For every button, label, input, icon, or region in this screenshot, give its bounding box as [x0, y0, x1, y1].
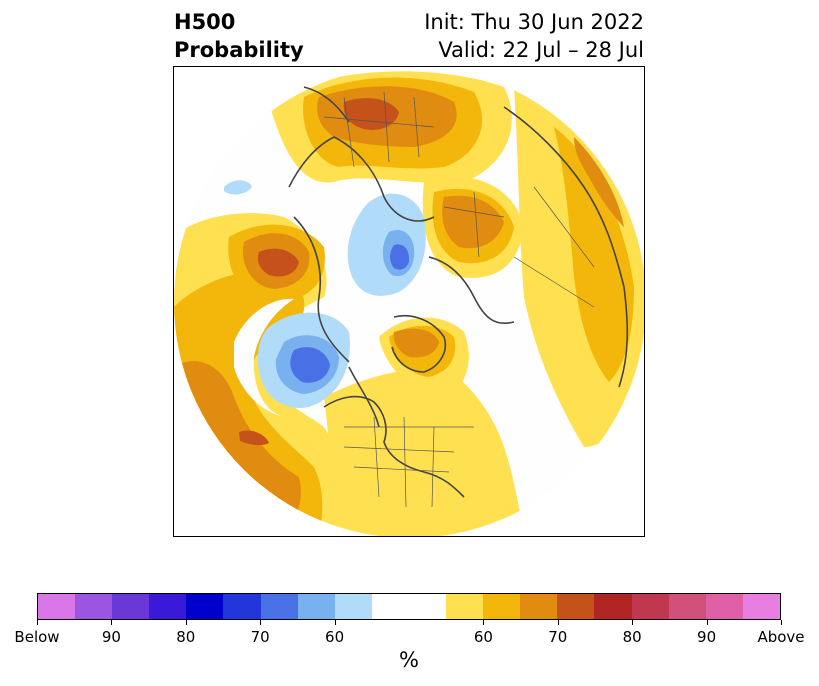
colorbar-segment	[371, 594, 409, 619]
colorbar-units: %	[399, 648, 419, 672]
colorbar-tick-mark	[37, 620, 38, 625]
colorbar-tick-mark	[781, 620, 782, 625]
colorbar	[37, 593, 781, 620]
title-product: Probability	[174, 38, 304, 62]
colorbar-tick-mark	[111, 620, 113, 625]
colorbar-segment	[334, 594, 372, 619]
near-normal-ring	[234, 298, 294, 417]
colorbar-segment	[631, 594, 669, 619]
colorbar-tick-label: 80	[176, 628, 196, 646]
colorbar-segment	[408, 594, 447, 619]
colorbar-segment	[742, 594, 780, 619]
colorbar-segment	[297, 594, 335, 619]
map-dates: Init: Thu 30 Jun 2022 Valid: 22 Jul – 28…	[424, 8, 644, 64]
above-60-northamerica	[324, 367, 524, 536]
colorbar-segment	[594, 594, 632, 619]
colorbar-tick-label: 70	[548, 628, 568, 646]
colorbar-tick-mark	[185, 620, 187, 625]
colorbar-tick-mark	[483, 620, 485, 625]
colorbar-segment	[446, 594, 484, 619]
colorbar-tick-label: 70	[250, 628, 270, 646]
below-70-pacific	[290, 347, 330, 383]
colorbar-segment	[557, 594, 595, 619]
colorbar-tick-mark	[334, 620, 336, 625]
colorbar-segment	[668, 594, 706, 619]
above-65-asia	[554, 127, 634, 382]
polar-map	[173, 66, 645, 537]
colorbar-tick-label: 90	[101, 628, 121, 646]
colorbar-tick-label: Below	[14, 628, 60, 646]
colorbar-segment	[112, 594, 150, 619]
colorbar-tick-mark	[706, 620, 708, 625]
colorbar-segment	[149, 594, 187, 619]
colorbar-segment	[75, 594, 113, 619]
colorbar-tick-label: 60	[473, 628, 493, 646]
map-title: H500 Probability	[174, 8, 304, 64]
above-75-pacific	[239, 430, 269, 446]
colorbar-segment	[520, 594, 558, 619]
above-75-gulf	[257, 248, 299, 277]
coastlines	[288, 86, 629, 498]
colorbar-segment	[483, 594, 521, 619]
valid-range: Valid: 22 Jul – 28 Jul	[438, 38, 644, 62]
probability-shading	[174, 67, 644, 536]
colorbar-tick-label: 90	[697, 628, 717, 646]
above-70-siberia	[442, 195, 504, 249]
colorbar-segment	[260, 594, 298, 619]
map-canvas	[174, 67, 644, 536]
colorbar-segment	[223, 594, 261, 619]
colorbar-tick-label: Above	[757, 628, 805, 646]
colorbar-tick-mark	[557, 620, 559, 625]
init-date: Init: Thu 30 Jun 2022	[424, 10, 644, 34]
colorbar-segment	[186, 594, 224, 619]
below-70-arctic	[390, 244, 410, 270]
colorbar-tick-label: 80	[622, 628, 642, 646]
colorbar-tick-mark	[632, 620, 634, 625]
political-borders	[323, 91, 595, 508]
above-70-asia	[574, 137, 624, 227]
above-70-arctic	[393, 328, 439, 358]
colorbar-tick-mark	[260, 620, 262, 625]
colorbar-tick-label: 60	[325, 628, 345, 646]
title-variable: H500	[174, 10, 236, 34]
below-60-bering	[224, 180, 252, 195]
colorbar-segment	[705, 594, 743, 619]
colorbar-segment	[38, 594, 76, 619]
